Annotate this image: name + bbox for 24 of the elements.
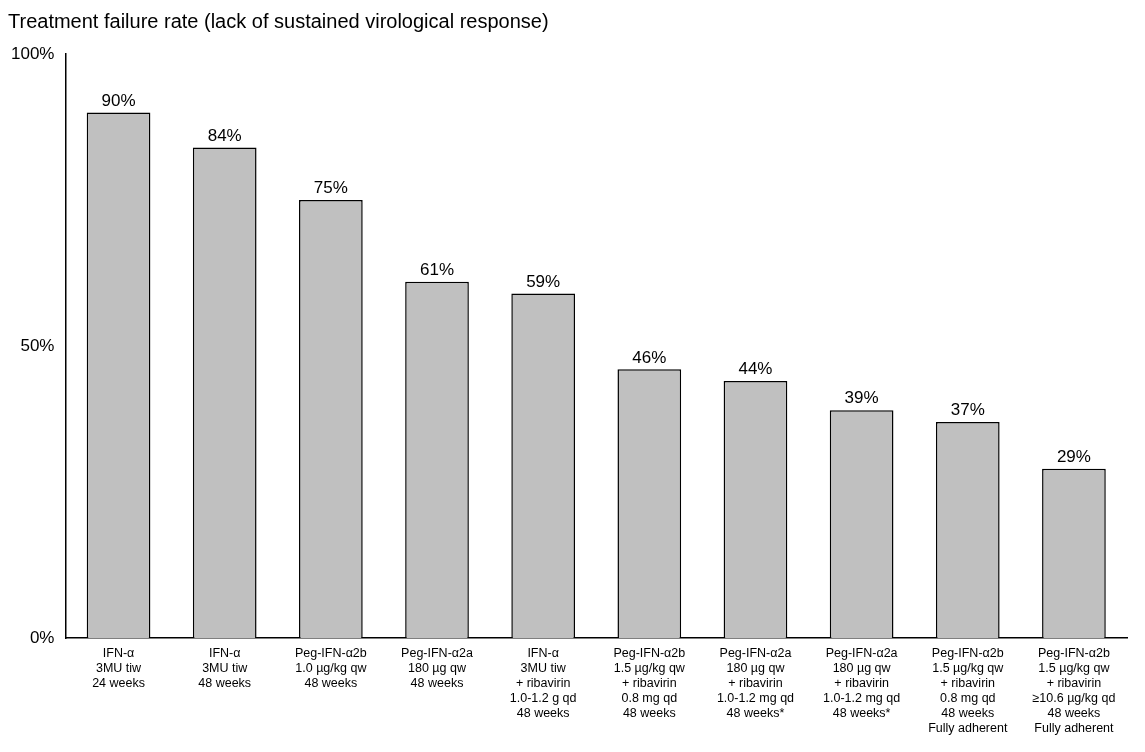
data-label: 90% [101, 90, 136, 110]
x-tick-label: IFN-α 3MU tiw 48 weeks [198, 645, 252, 690]
data-label: 46% [632, 347, 667, 367]
data-label: 44% [738, 359, 773, 379]
y-tick-label: 100% [11, 43, 55, 63]
y-tick-label: 50% [20, 335, 55, 355]
y-tick-label: 0% [29, 627, 55, 647]
data-label: 29% [1056, 446, 1091, 466]
x-tick-label: Peg-IFN-α2b 1.5 µg/kg qw + ribavirin 0.8 mg qd 48 weeks [613, 645, 686, 720]
data-label: 84% [207, 125, 242, 145]
chart-title: Treatment failure rate (lack of sustained virological response) [8, 9, 549, 32]
data-label: 61% [420, 259, 455, 279]
x-tick-label: Peg-IFN-α2a 180 µg qw + ribavirin 1.0-1.2 mg qd 48 weeks* [716, 645, 795, 720]
data-label: 59% [526, 271, 561, 291]
x-tick-label: Peg-IFN-α2a 180 µg qw + ribavirin 1.0-1.2 mg qd 48 weeks* [823, 645, 901, 720]
x-tick-label: Peg-IFN-α2b 1.5 µg/kg qw + ribavirin 0.8 mg qd 48 weeks Fully adherent [928, 645, 1008, 735]
x-tick-label: Peg-IFN-α2b 1.5 µg/kg qw + ribavirin ≥10.6 µg/kg qd 48 weeks Fully adherent [1032, 645, 1116, 735]
x-tick-label: Peg-IFN-α2a 180 µg qw 48 weeks [401, 645, 473, 690]
x-tick-label: IFN-α 3MU tiw 24 weeks [92, 645, 145, 690]
data-label: 39% [844, 388, 879, 408]
data-label: 37% [950, 400, 985, 420]
x-tick-label: IFN-α 3MU tiw + ribavirin 1.0-1.2 g qd 48 weeks [509, 645, 577, 720]
data-label: 75% [313, 178, 348, 198]
x-tick-label: Peg-IFN-α2b 1.0 µg/kg qw 48 weeks [294, 645, 368, 690]
